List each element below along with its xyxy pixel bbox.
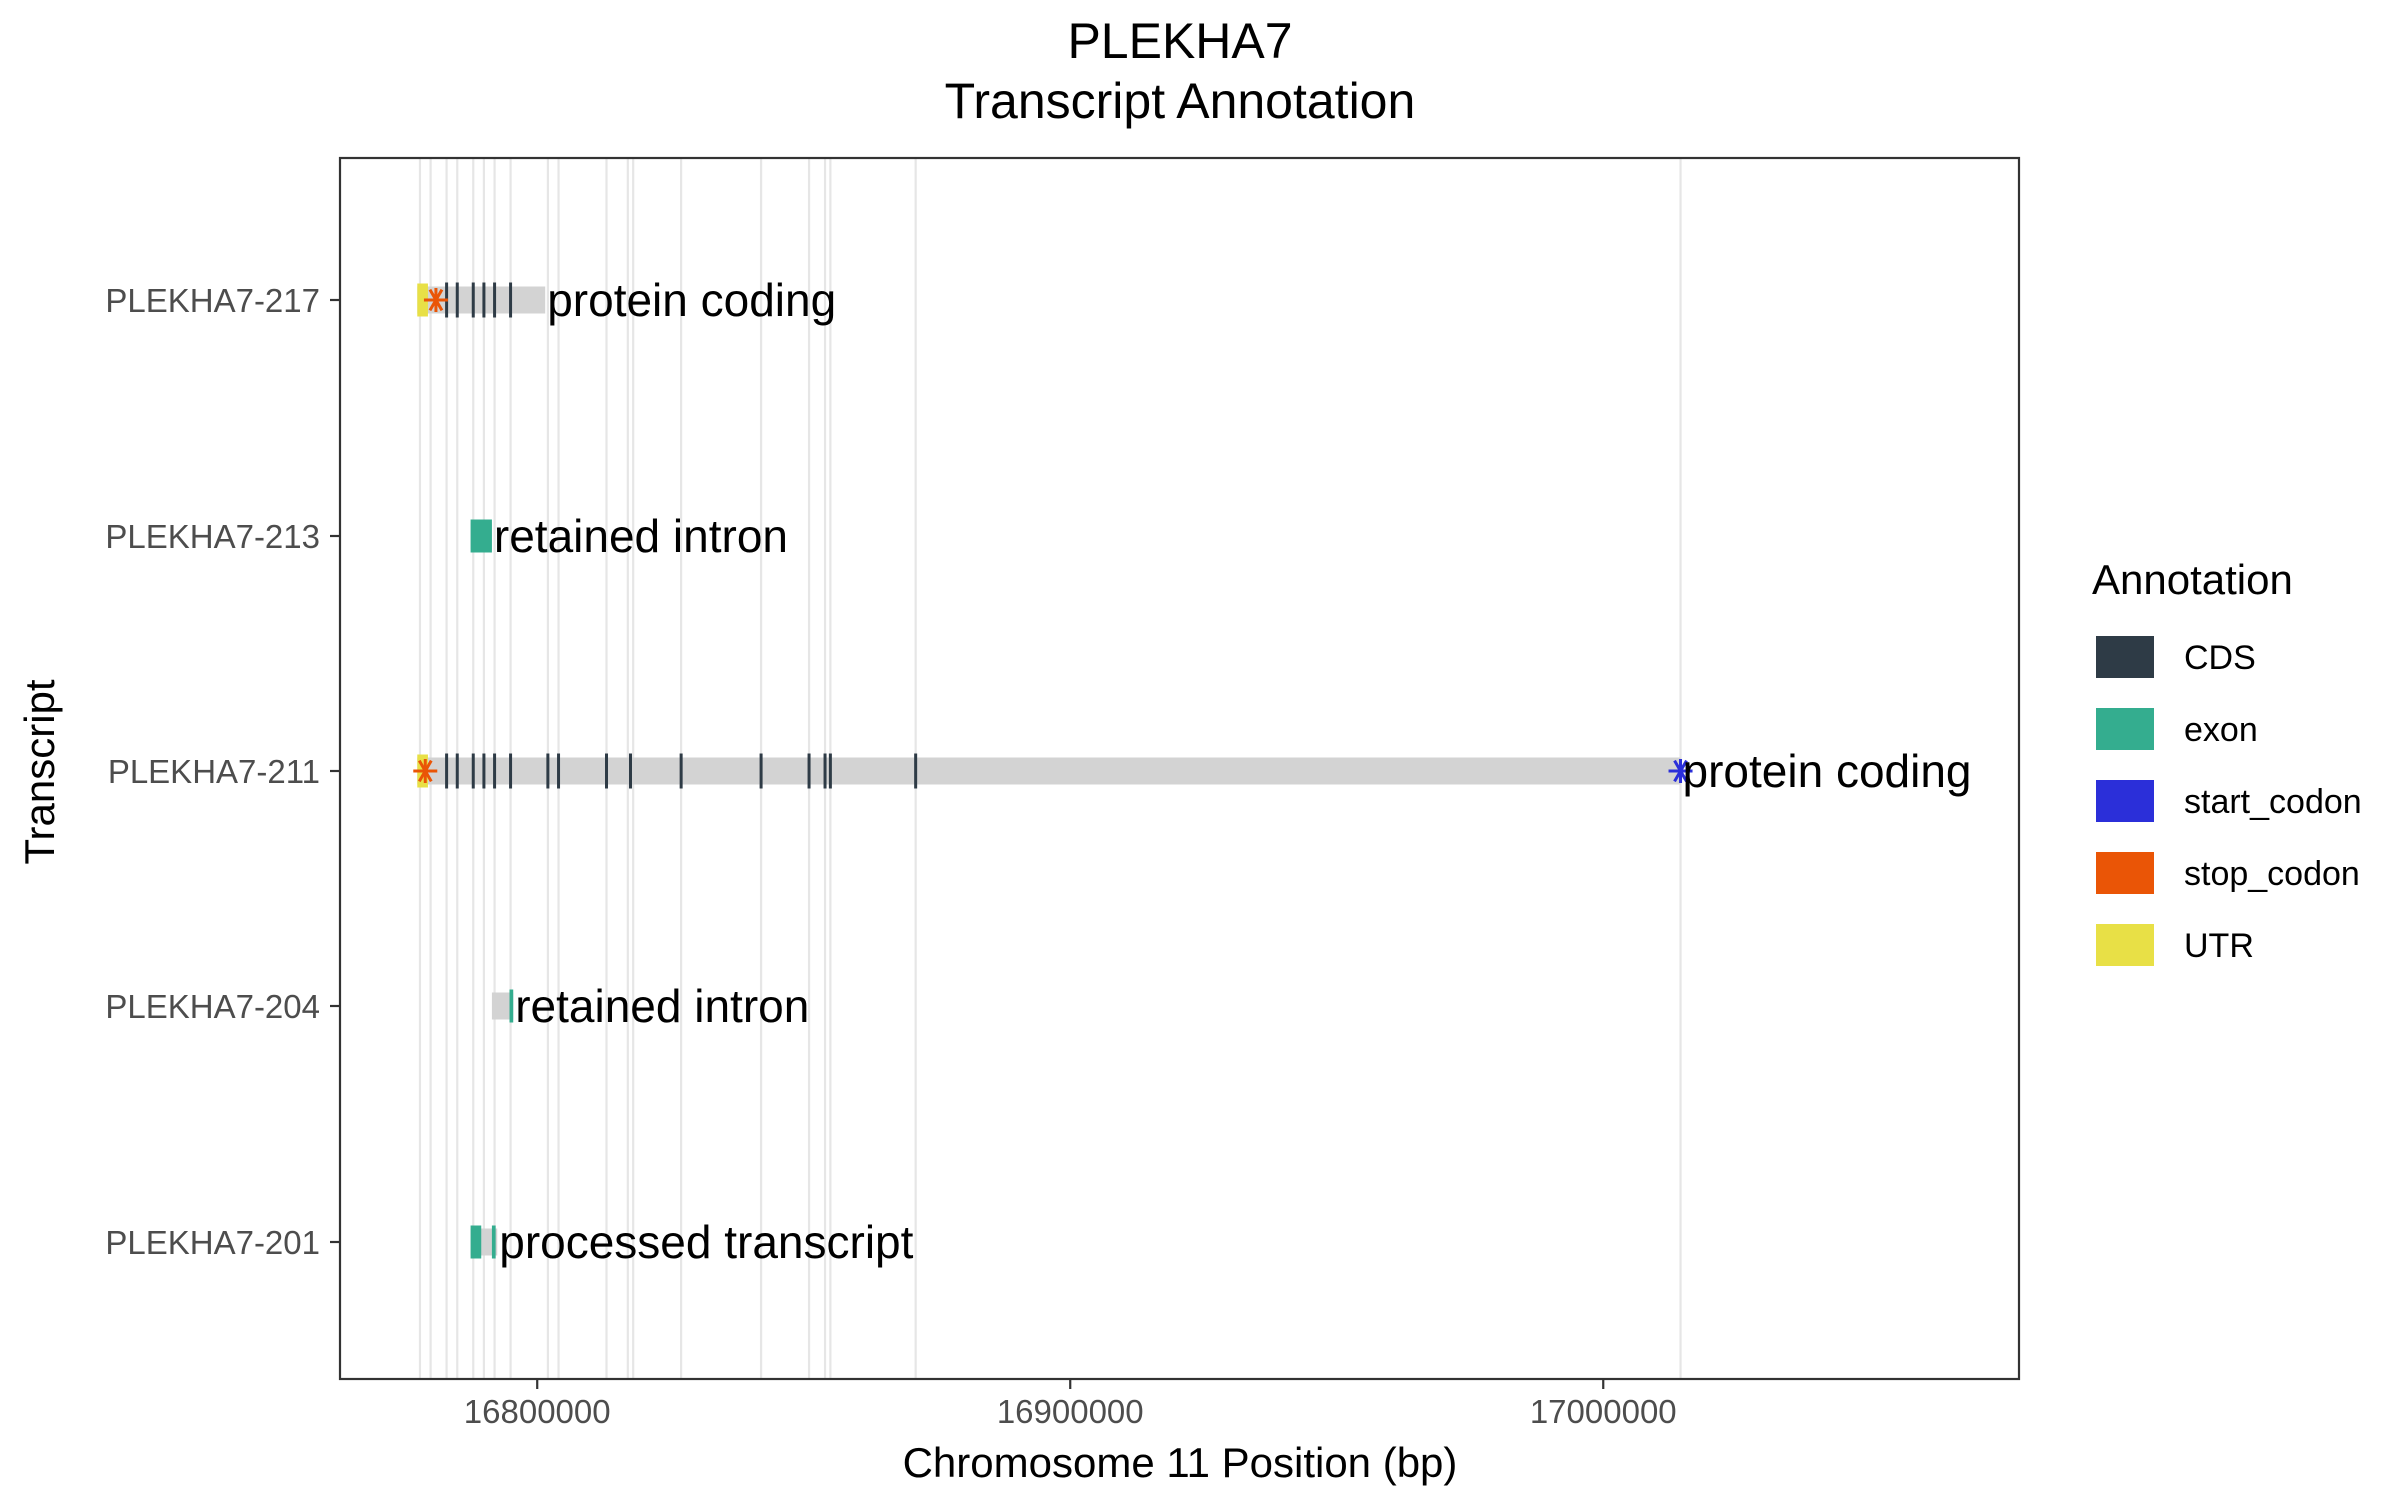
cds-tick: [557, 753, 561, 789]
transcript-row: retained intron: [470, 510, 788, 562]
legend-label: UTR: [2184, 927, 2254, 965]
panel-border: [338, 156, 2021, 1381]
cds-tick: [493, 753, 497, 789]
legend-swatch: [2096, 852, 2154, 894]
transcript-row: protein coding: [417, 274, 836, 326]
legend-swatch: [2096, 708, 2154, 750]
transcript-row: protein coding: [413, 745, 1972, 797]
y-axis-title: Transcript: [16, 679, 63, 864]
stop-codon-marker: [413, 759, 438, 783]
cds-tick: [828, 753, 832, 789]
x-tick-label: 16900000: [997, 1393, 1144, 1430]
transcript-row: processed transcript: [470, 1216, 914, 1268]
y-tick-label: PLEKHA7-211: [108, 753, 320, 790]
legend-item-exon: exon: [2096, 708, 2258, 750]
biotype-label: protein coding: [547, 274, 836, 326]
chart-title: PLEKHA7: [1067, 13, 1292, 69]
y-tick-label: PLEKHA7-213: [105, 518, 320, 555]
exon-segment: [470, 519, 492, 553]
exon-segment: [491, 1225, 496, 1259]
x-tick-label: 17000000: [1530, 1393, 1677, 1430]
legend-swatch: [2096, 636, 2154, 678]
biotype-label: protein coding: [1683, 745, 1972, 797]
cds-tick: [509, 282, 513, 318]
legend-item-utr: UTR: [2096, 924, 2254, 966]
cds-tick: [471, 282, 475, 318]
transcript-body: [417, 757, 1681, 785]
cds-tick: [455, 282, 459, 318]
cds-tick: [628, 753, 632, 789]
cds-tick: [546, 753, 550, 789]
legend-item-start-codon: start_codon: [2096, 780, 2362, 822]
legend: Annotation CDS exon start_codon stop_codon U…: [2092, 556, 2362, 966]
biotype-label: retained intron: [515, 980, 809, 1032]
legend-swatch: [2096, 924, 2154, 966]
y-tick-label: PLEKHA7-204: [105, 988, 320, 1025]
transcript-row: retained intron: [491, 980, 809, 1032]
cds-tick: [445, 753, 449, 789]
y-axis: PLEKHA7-217 PLEKHA7-213 PLEKHA7-211 PLEKHA7…: [105, 282, 340, 1261]
x-axis: 16800000 16900000 17000000: [464, 1379, 1677, 1430]
stop-codon-marker: [423, 288, 448, 312]
plot-panel: protein coding retained intron protein cod…: [338, 156, 2021, 1381]
legend-label: exon: [2184, 711, 2258, 749]
legend-label: start_codon: [2184, 783, 2362, 821]
legend-title: Annotation: [2092, 556, 2293, 603]
legend-item-stop-codon: stop_codon: [2096, 852, 2360, 894]
biotype-label: processed transcript: [499, 1216, 913, 1268]
cds-tick: [482, 282, 486, 318]
cds-tick: [509, 753, 513, 789]
chart-subtitle: Transcript Annotation: [945, 73, 1416, 129]
x-tick-label: 16800000: [464, 1393, 611, 1430]
cds-tick: [823, 753, 827, 789]
legend-item-cds: CDS: [2096, 636, 2256, 678]
x-axis-title: Chromosome 11 Position (bp): [903, 1439, 1458, 1486]
utr-segment: [417, 283, 428, 317]
exon-segment: [470, 1225, 482, 1259]
cds-tick: [914, 753, 918, 789]
exon-segment: [509, 989, 514, 1023]
biotype-label: retained intron: [494, 510, 788, 562]
transcript-body: [491, 992, 514, 1020]
start-codon-marker: [1668, 759, 1693, 783]
cds-tick: [679, 753, 683, 789]
cds-tick: [605, 753, 609, 789]
cds-tick: [493, 282, 497, 318]
cds-tick: [807, 753, 811, 789]
y-tick-label: PLEKHA7-201: [105, 1224, 320, 1261]
cds-tick: [482, 753, 486, 789]
legend-label: CDS: [2184, 639, 2256, 677]
legend-label: stop_codon: [2184, 855, 2360, 893]
cds-tick: [471, 753, 475, 789]
y-tick-label: PLEKHA7-217: [105, 282, 320, 319]
cds-tick: [455, 753, 459, 789]
cds-tick: [759, 753, 763, 789]
legend-swatch: [2096, 780, 2154, 822]
